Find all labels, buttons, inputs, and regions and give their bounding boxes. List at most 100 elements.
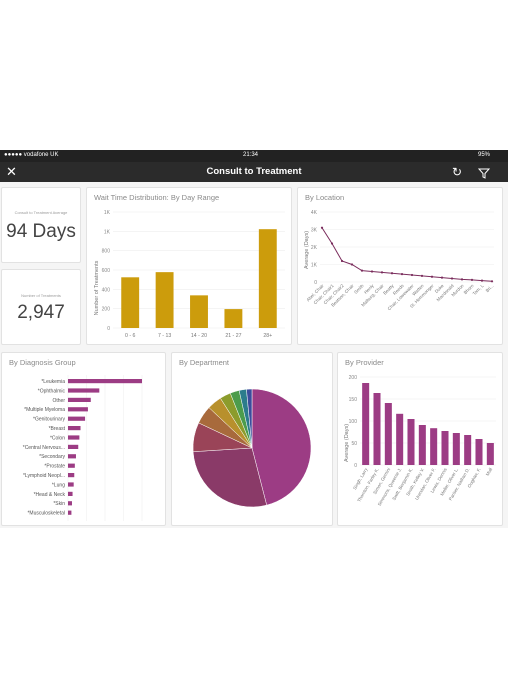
diagnosis-bar[interactable] [68,416,86,421]
location-ytick: 1K [311,263,318,269]
provider-bar[interactable] [362,383,370,465]
location-series-line [321,227,493,282]
provider-bar[interactable] [486,443,494,465]
battery-label: 95% [478,152,491,158]
close-icon[interactable]: ✕ [6,164,17,179]
kpi-card-treatments[interactable]: Number of Treatments 2,947 [1,269,81,345]
provider-bar[interactable] [384,403,392,465]
provider-bar[interactable] [407,419,415,465]
location-title: By Location [305,193,345,202]
diagnosis-bar[interactable] [68,397,91,402]
wait-ytick: 1K [104,210,111,216]
diagnosis-bar[interactable] [68,379,142,384]
location-point[interactable] [450,277,454,280]
diagnosis-title: By Diagnosis Group [9,358,76,367]
department-card[interactable]: By Department [171,352,333,526]
kpi-treatments-label: Number of Treatments [21,293,61,298]
refresh-icon[interactable]: ↻ [452,165,463,179]
diagnosis-label: *Multiple Myeloma [24,407,65,413]
page-title[interactable]: Consult to Treatment [206,166,302,177]
provider-bar[interactable] [373,393,381,465]
status-bar: ●●●●● vodafone UK 21:34 95% [0,150,508,162]
diagnosis-bar[interactable] [68,482,74,487]
diagnosis-bar[interactable] [68,501,72,506]
diagnosis-bar[interactable] [68,510,72,515]
diagnosis-label: *Lymphoid Neopl... [23,473,65,479]
location-point[interactable] [470,278,474,281]
provider-card[interactable]: By Provider 0 50 100 150 200 Average (Days) … [337,352,503,526]
diagnosis-bar[interactable] [68,454,76,459]
location-ytick: 0 [314,280,317,286]
department-chart [192,388,312,508]
wait-bar[interactable] [121,277,140,328]
location-ytick: 3K [311,228,318,234]
provider-bar[interactable] [464,435,472,465]
location-xtick: Tom, L [472,283,485,296]
provider-ylabel: Average (Days) [344,424,350,462]
diagnosis-label: *Secondary [39,454,65,460]
location-point[interactable] [400,273,404,276]
location-ylabel: Average (Days) [304,231,310,269]
kpi-treatments-value: 2,947 [17,302,65,323]
kpi-average-label: Consult to Treatment Average [14,210,68,215]
wait-time-card[interactable]: Wait Time Distribution: By Day Range 0 20… [86,187,292,345]
location-point[interactable] [430,275,434,278]
diagnosis-label: *Lung [52,482,65,488]
location-point[interactable] [360,269,364,272]
location-point[interactable] [420,274,424,277]
location-point[interactable] [330,242,334,245]
wait-ytick: 1K [104,229,111,235]
location-ytick: 2K [311,245,318,251]
provider-bar[interactable] [430,428,438,465]
diagnosis-label: Other [52,398,65,404]
diagnosis-label: *Central Nervous... [23,445,65,451]
diagnosis-label: *Head & Neck [34,492,66,498]
diagnosis-card[interactable]: By Diagnosis Group *Leukemia *Ophthalmic O… [1,352,166,526]
diagnosis-label: *Leukemia [41,379,65,385]
diagnosis-bar[interactable] [68,444,79,449]
location-xtick: Duke [434,283,445,294]
diagnosis-label: *Ophthalmic [38,388,66,394]
location-point[interactable] [320,226,324,229]
provider-ytick: 0 [354,463,357,469]
diagnosis-bar[interactable] [68,388,100,393]
wait-time-chart: 0 200 400 600 800 1K 1K Number of Treatments 0… [94,210,285,339]
diagnosis-bar[interactable] [68,473,75,478]
location-point[interactable] [410,273,414,277]
department-slice[interactable] [192,447,267,508]
provider-bar[interactable] [396,413,404,465]
wait-bar[interactable] [258,229,277,328]
diagnosis-bar[interactable] [68,463,75,468]
carrier-label: ●●●●● vodafone UK [4,152,59,158]
location-point[interactable] [370,270,374,273]
location-point[interactable] [340,259,344,263]
provider-bar[interactable] [418,425,426,465]
diagnosis-bar[interactable] [68,435,80,440]
diagnosis-label: *Genitourinary [33,417,65,423]
diagnosis-label: *Prostate [44,464,65,470]
filter-icon[interactable] [477,166,491,184]
location-point[interactable] [480,279,484,282]
location-card[interactable]: By Location 0 1K 2K 3K 4K Average (Days) Abe… [297,187,503,345]
location-point[interactable] [490,280,494,283]
location-point[interactable] [440,276,444,279]
diagnosis-bar[interactable] [68,407,88,412]
provider-bar[interactable] [475,439,483,465]
department-slice[interactable] [246,388,253,449]
wait-bar[interactable] [190,295,208,328]
provider-bar[interactable] [441,431,449,465]
wait-bar[interactable] [155,272,174,328]
location-point[interactable] [380,271,384,274]
department-slice[interactable] [251,388,312,506]
kpi-card-average[interactable]: Consult to Treatment Average 94 Days [1,187,81,263]
location-point[interactable] [350,263,354,266]
diagnosis-bar[interactable] [68,426,81,431]
location-point[interactable] [460,278,464,281]
wait-ytick: 200 [102,307,111,313]
diagnosis-bar[interactable] [68,491,73,496]
location-point[interactable] [390,272,394,275]
provider-bar[interactable] [452,433,460,465]
wait-bar[interactable] [224,309,243,328]
